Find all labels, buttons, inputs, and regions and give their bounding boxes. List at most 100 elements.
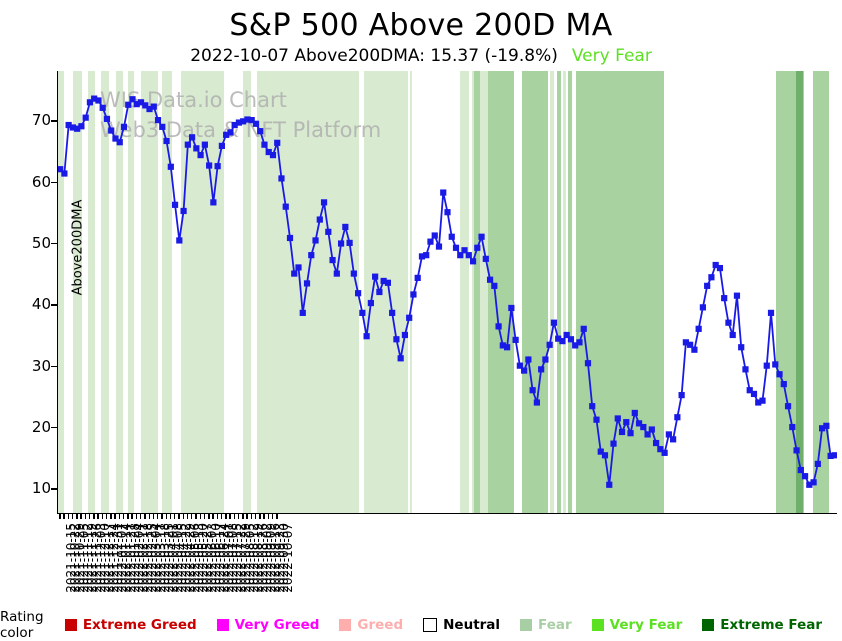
legend-label: Very Fear [609, 617, 683, 633]
legend-item-very-greed: Very Greed [216, 617, 320, 633]
series-marker [137, 99, 145, 106]
series-marker [431, 232, 438, 239]
legend-item-fear: Fear [520, 617, 572, 633]
series-marker [776, 371, 783, 378]
series-marker [444, 209, 451, 216]
series-marker [367, 299, 374, 307]
series-marker [652, 439, 660, 447]
series-marker [333, 270, 340, 277]
series-marker [389, 309, 396, 316]
rating-band-fear [128, 71, 135, 513]
x-tick-mark [237, 513, 240, 519]
series-marker [738, 344, 745, 351]
x-tick-mark [140, 513, 142, 519]
series-marker [142, 102, 149, 109]
series-marker [516, 362, 523, 369]
series-marker [103, 115, 111, 122]
series-marker [674, 414, 681, 421]
x-tick-mark [174, 513, 176, 519]
rating-band-very-fear [557, 71, 562, 513]
rating-band-very-fear [473, 71, 481, 513]
series-marker [384, 279, 391, 286]
series-marker [206, 162, 213, 169]
series-marker [572, 342, 579, 349]
legend-item-neutral: Neutral [423, 617, 500, 633]
y-tick-label: 10 [31, 479, 51, 498]
y-tick-mark [51, 488, 57, 490]
series-marker [257, 128, 264, 135]
series-marker [614, 415, 621, 422]
y-tick-mark [51, 242, 57, 245]
series-marker [589, 403, 596, 410]
series-marker [112, 135, 119, 142]
series-marker [418, 253, 426, 260]
legend-swatch [520, 619, 533, 631]
series-marker [274, 139, 281, 146]
rating-band-very-fear [576, 71, 665, 513]
legend-label: Extreme Fear [720, 617, 822, 633]
series-marker [82, 114, 89, 121]
x-tick-mark [233, 513, 236, 519]
x-tick-mark [242, 513, 244, 519]
series-marker [58, 166, 64, 173]
rating-band-fear [549, 71, 555, 513]
legend-label: Extreme Greed [82, 617, 197, 633]
series-marker [819, 425, 826, 432]
series-marker [793, 447, 800, 454]
legend: Rating color Extreme Greed Very Greed Gree… [0, 609, 842, 641]
series-marker [448, 233, 455, 240]
series-marker [478, 233, 485, 240]
series-marker [350, 270, 357, 277]
x-tick-mark [135, 513, 138, 519]
series-marker [806, 481, 813, 488]
x-tick-mark [152, 513, 155, 519]
series-marker [133, 101, 140, 108]
series-marker [678, 392, 685, 399]
series-marker [291, 270, 298, 277]
series-marker [610, 440, 617, 447]
series-marker [171, 201, 179, 208]
series-marker [750, 390, 758, 398]
x-tick-mark [110, 513, 112, 519]
series-marker [427, 238, 434, 245]
chart-subtitle: 2022-10-07 Above200DMA: 15.37 (-19.8%) [190, 46, 558, 66]
series-marker [716, 264, 724, 272]
legend-swatch [216, 619, 229, 631]
x-tick-mark [182, 513, 184, 519]
chart-subtitle-row: 2022-10-07 Above200DMA: 15.37 (-19.8%) Ve… [0, 46, 842, 66]
legend-title: Rating color [0, 609, 44, 641]
series-marker [440, 189, 447, 196]
legend-label: Very Greed [234, 617, 320, 633]
series-marker [146, 105, 153, 113]
series-marker [397, 355, 404, 362]
series-marker [410, 291, 417, 298]
x-tick-mark [250, 513, 253, 519]
series-marker [699, 304, 707, 311]
y-tick-mark [51, 365, 57, 368]
series-marker [329, 256, 336, 264]
x-tick-mark [246, 513, 248, 519]
series-marker [508, 304, 515, 312]
series-marker [120, 123, 128, 130]
series-marker [461, 247, 468, 254]
chart-title: S&P 500 Above 200D MA [229, 8, 613, 43]
legend-label: Greed [357, 617, 404, 633]
legend-item-extreme-fear: Extreme Fear [702, 617, 822, 633]
series-marker [359, 309, 366, 316]
series-marker [482, 255, 489, 262]
series-marker [512, 336, 519, 343]
rating-band-fear [562, 71, 566, 513]
rating-badge: Very Fear [571, 46, 652, 66]
series-marker [214, 163, 221, 170]
series-marker [559, 338, 566, 345]
series-marker [167, 163, 174, 170]
series-marker [657, 446, 664, 453]
series-marker [154, 117, 162, 124]
series-marker [533, 399, 540, 406]
series-marker [640, 423, 647, 431]
y-tick-mark [51, 120, 57, 122]
series-marker [597, 448, 604, 455]
series-marker [91, 95, 98, 102]
series-marker [495, 323, 502, 330]
x-tick-mark [267, 513, 270, 519]
